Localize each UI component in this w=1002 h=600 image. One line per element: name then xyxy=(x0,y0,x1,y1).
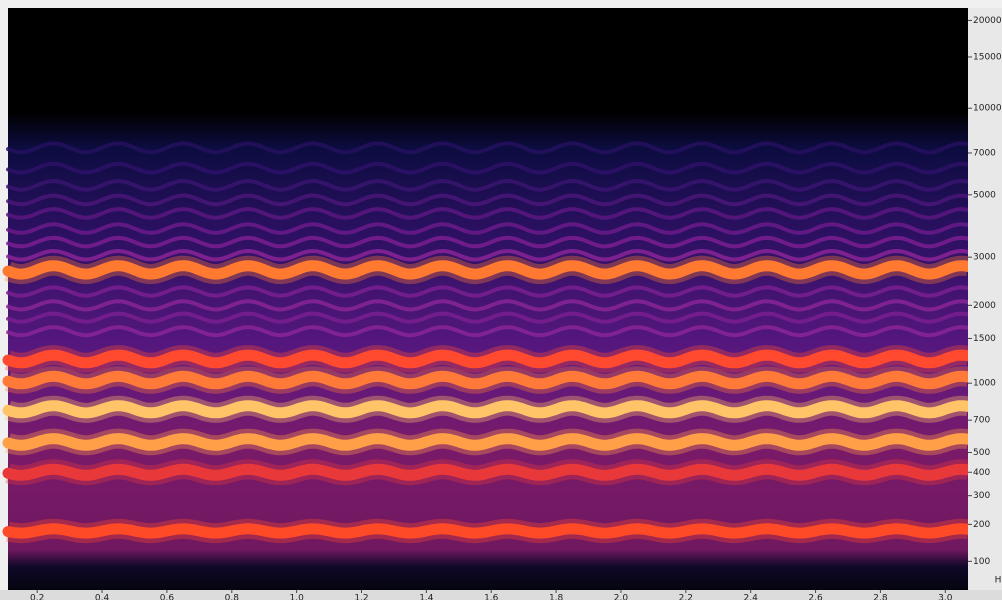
band xyxy=(6,248,970,262)
y-tick-label: 3000 xyxy=(973,253,996,263)
x-tick-label: 2.8 xyxy=(873,594,888,600)
spectral-haze xyxy=(8,8,968,590)
x-tick-label: 1.8 xyxy=(549,594,564,600)
y-tick-label: 10000 xyxy=(973,104,1002,114)
band xyxy=(2,433,974,451)
x-tick-label: 0.8 xyxy=(225,594,240,600)
x-tick-label: 1.4 xyxy=(419,594,434,600)
bands xyxy=(2,141,974,544)
x-tick-label: 2.2 xyxy=(679,594,693,600)
band xyxy=(6,299,970,312)
band xyxy=(2,260,974,280)
band xyxy=(6,161,970,175)
y-tick-label: 700 xyxy=(973,416,990,426)
y-tick-label: 1000 xyxy=(973,379,996,389)
x-tick-label: 1.6 xyxy=(484,594,499,600)
x-tick-label: 0.4 xyxy=(95,594,110,600)
x-tick-label: 1.2 xyxy=(354,594,368,600)
y-tick-label: 20000 xyxy=(973,16,1002,26)
x-tick-label: 0.6 xyxy=(160,594,175,600)
y-tick-label: 1500 xyxy=(973,334,996,344)
band xyxy=(2,523,974,539)
x-tick-label: 1.0 xyxy=(289,594,304,600)
y-tick-label: 100 xyxy=(973,557,990,567)
band xyxy=(6,222,970,235)
band xyxy=(6,285,970,298)
y-tick-label: 200 xyxy=(973,520,990,530)
y-tick-label: 500 xyxy=(973,448,990,458)
x-tick-label: 2.6 xyxy=(808,594,823,600)
x-axis-panel xyxy=(0,590,1002,600)
y-tick-label: 7000 xyxy=(973,148,996,158)
band xyxy=(2,463,974,481)
y-tick-label: 300 xyxy=(973,491,990,501)
band xyxy=(2,349,974,369)
band xyxy=(2,370,974,390)
band xyxy=(6,193,970,207)
band xyxy=(6,178,970,192)
band xyxy=(6,207,970,220)
band xyxy=(6,325,970,338)
band xyxy=(2,400,974,419)
x-tick-label: 2.4 xyxy=(744,594,759,600)
x-tick-label: 0.2 xyxy=(30,594,44,600)
y-tick-label: 15000 xyxy=(973,52,1002,62)
y-tick-label: 5000 xyxy=(973,190,996,200)
x-tick-label: 2.0 xyxy=(614,594,629,600)
y-tick-label: 2000 xyxy=(973,301,996,311)
x-tick-label: 3.0 xyxy=(938,594,953,600)
band xyxy=(6,141,970,155)
y-tick-label: 400 xyxy=(973,468,990,478)
band xyxy=(6,311,970,324)
band xyxy=(6,235,970,249)
y-axis-panel xyxy=(968,8,1002,590)
y-unit: H xyxy=(995,576,1002,586)
